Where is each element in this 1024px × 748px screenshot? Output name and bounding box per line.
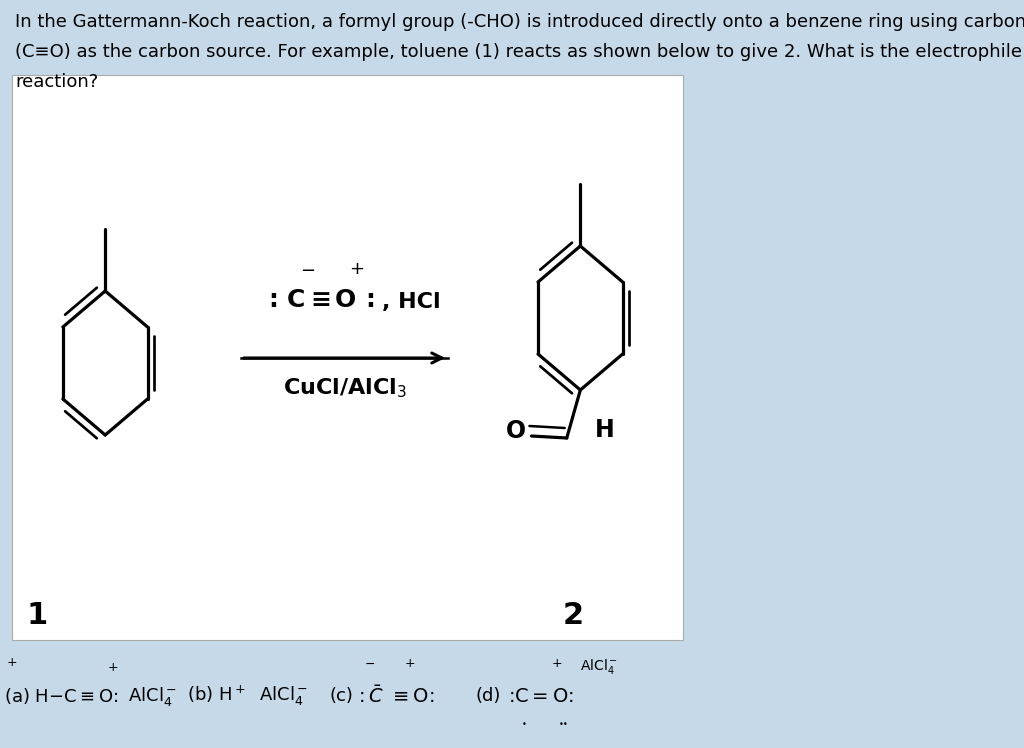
Text: $-$: $-$ [300,260,314,278]
Text: +: + [7,656,17,669]
Text: (d): (d) [475,687,501,705]
Text: +: + [108,661,118,674]
Text: :: : [366,288,375,312]
Text: O: O [506,419,526,443]
Text: $+$: $+$ [403,657,415,670]
Text: AlCl$_4^-$: AlCl$_4^-$ [118,684,177,708]
Text: 2: 2 [563,601,584,631]
Text: AlCl$_4^-$: AlCl$_4^-$ [581,657,618,676]
Text: O: O [335,288,356,312]
Text: :: : [268,288,279,312]
Text: $\equiv$O:: $\equiv$O: [389,687,434,705]
Text: $+$: $+$ [551,657,562,670]
Text: :: : [358,687,365,705]
Text: $-$: $-$ [365,657,376,670]
Text: , HCl: , HCl [382,292,440,312]
Text: (C≡O) as the carbon source. For example, toluene (1) reacts as shown below to gi: (C≡O) as the carbon source. For example,… [15,43,1024,61]
Text: :C$=$O:: :C$=$O: [508,687,573,705]
Text: ≡: ≡ [310,288,331,312]
Text: $\bar{C}$: $\bar{C}$ [368,685,383,707]
Text: 1: 1 [27,601,48,631]
Text: (b) H$^+$  AlCl$_4^-$: (b) H$^+$ AlCl$_4^-$ [186,684,308,708]
Text: ••: •• [558,720,568,729]
Text: (c): (c) [329,687,353,705]
Text: CuCl/AlCl$_3$: CuCl/AlCl$_3$ [283,376,407,399]
FancyBboxPatch shape [12,75,683,640]
Text: In the Gattermann-Koch reaction, a formyl group (-CHO) is introduced directly on: In the Gattermann-Koch reaction, a formy… [15,13,1024,31]
Text: reaction?: reaction? [15,73,98,91]
Text: C: C [287,288,305,312]
Text: $+$: $+$ [349,260,365,278]
Text: (a) H$-$C$\equiv$O:: (a) H$-$C$\equiv$O: [4,686,119,706]
Text: •: • [521,720,526,729]
Text: H: H [595,418,615,442]
